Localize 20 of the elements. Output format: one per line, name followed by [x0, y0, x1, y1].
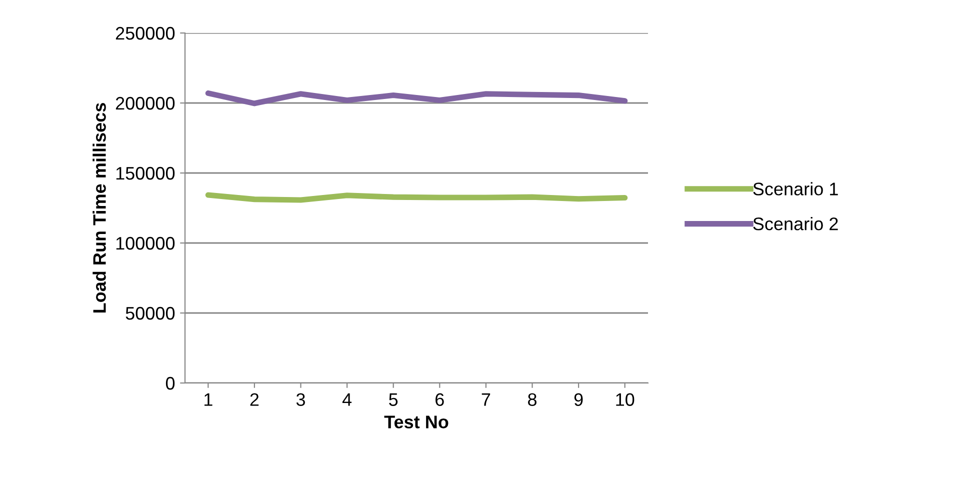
- x-tick-label: 6: [436, 393, 444, 406]
- y-tick-label: 200000: [116, 96, 175, 110]
- x-tick-label: 4: [342, 393, 352, 406]
- x-tick-label: 9: [574, 393, 583, 406]
- y-tick-label: 0: [166, 376, 175, 390]
- x-tick-label: 3: [296, 393, 305, 406]
- x-tick-label: 8: [528, 393, 536, 406]
- x-axis-title: Test No: [384, 416, 448, 428]
- y-tick-label: 50000: [126, 306, 175, 320]
- legend-label: Scenario 1: [753, 182, 838, 196]
- y-tick-label: 150000: [116, 166, 175, 180]
- x-tick-label: 5: [389, 393, 398, 406]
- legend-label: Scenario 2: [753, 217, 838, 230]
- x-tick-label: 10: [616, 393, 634, 406]
- y-tick-label: 250000: [116, 26, 175, 40]
- x-tick-label: 7: [482, 393, 490, 406]
- y-tick-label: 100000: [116, 236, 175, 250]
- y-axis-title: Load Run Time millisecs: [92, 103, 106, 312]
- x-tick-label: 2: [250, 393, 259, 406]
- x-tick-label: 1: [204, 393, 212, 406]
